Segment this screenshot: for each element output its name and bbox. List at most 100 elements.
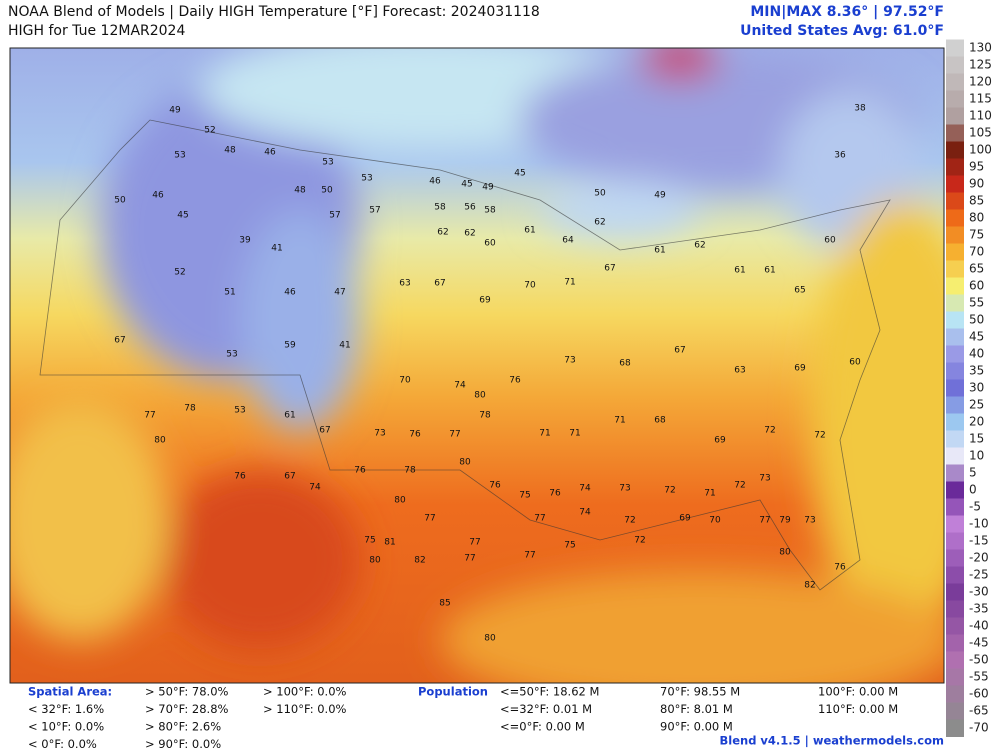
colorbar-swatch [946,481,964,499]
station-value: 70 [524,281,536,291]
station-value: 79 [779,516,791,526]
spatial-stat: < 0°F: 0.0% [28,737,97,750]
station-value: 50 [321,186,333,196]
colorbar-label: 0 [969,483,977,497]
station-value: 61 [524,226,535,236]
station-value: 77 [464,554,475,564]
population-stat: <=0°F: 0.00 M [500,720,585,734]
stats: Spatial Area: < 32°F: 1.6% < 10°F: 0.0% < 0… [28,685,898,750]
colorbar-label: -30 [969,585,989,599]
station-value: 77 [144,411,155,421]
us-average: United States Avg: 61.0°F [740,23,944,39]
spatial-stat: > 80°F: 2.6% [145,720,221,734]
map-shading [10,48,944,683]
station-value: 48 [294,186,306,196]
station-value: 71 [614,416,625,426]
station-value: 72 [734,481,745,491]
station-value: 46 [152,191,164,201]
colorbar-swatch [946,566,964,584]
station-value: 45 [461,180,472,190]
station-value: 77 [469,538,480,548]
station-value: 63 [734,366,745,376]
station-value: 61 [654,246,665,256]
colorbar-swatch [946,498,964,516]
station-value: 78 [479,411,491,421]
station-value: 65 [794,286,805,296]
colorbar-label: -55 [969,670,989,684]
colorbar-swatch [946,379,964,397]
station-value: 72 [814,431,825,441]
colorbar-label: 95 [969,160,984,174]
spatial-stat: > 100°F: 0.0% [263,685,347,699]
colorbar-label: -50 [969,653,989,667]
colorbar-label: 85 [969,194,984,208]
station-value: 74 [579,508,591,518]
station-value: 46 [284,288,296,298]
station-value: 46 [429,177,441,187]
station-value: 73 [804,516,815,526]
station-value: 53 [226,350,237,360]
colorbar-swatch [946,702,964,720]
map-frame [9,47,945,684]
station-value: 67 [434,279,445,289]
map: 49 52 53 48 46 53 48 50 53 46 45 49 45 50 49 38 36 50 46 45… [10,48,944,683]
colorbar-swatch [946,617,964,635]
station-value: 80 [394,496,406,506]
colorbar-swatch [946,107,964,125]
station-value: 67 [114,336,125,346]
station-value: 77 [534,514,545,524]
colorbar-label: 75 [969,228,984,242]
spatial-title: Spatial Area: [28,685,112,699]
station-value: 76 [354,466,366,476]
station-value: 77 [424,514,435,524]
population-stat: <=32°F: 0.01 M [500,702,592,716]
colorbar-swatch [946,260,964,278]
station-value: 80 [154,436,166,446]
colorbar-swatch [946,209,964,227]
station-value: 50 [114,196,126,206]
station-value: 57 [369,206,380,216]
colorbar-label: 25 [969,398,984,412]
station-value: 80 [369,556,381,566]
colorbar-label: 55 [969,296,984,310]
station-value: 69 [794,364,806,374]
colorbar-swatch [946,39,964,57]
station-value: 58 [434,203,446,213]
station-value: 73 [374,429,385,439]
colorbar-swatch [946,515,964,533]
colorbar-label: 50 [969,313,984,327]
station-value: 41 [271,244,282,254]
station-value: 72 [634,536,645,546]
colorbar-swatch [946,583,964,601]
station-value: 67 [604,264,615,274]
station-value: 70 [709,516,721,526]
station-value: 61 [734,266,745,276]
station-value: 70 [399,376,411,386]
station-value: 80 [459,458,471,468]
station-value: 80 [484,634,496,644]
station-value: 62 [464,229,475,239]
station-value: 47 [334,288,345,298]
station-value: 67 [284,472,295,482]
station-value: 56 [464,203,476,213]
population-stat: 80°F: 8.01 M [660,702,733,716]
station-value: 75 [564,541,575,551]
colorbar-label: 130 [969,41,992,55]
colorbar-label: -25 [969,568,989,582]
colorbar-swatch [946,311,964,329]
colorbar-swatch [946,243,964,261]
station-value: 76 [549,489,561,499]
station-value: 68 [654,416,666,426]
colorbar-swatch [946,226,964,244]
station-value: 57 [329,211,340,221]
spatial-stat: > 90°F: 0.0% [145,737,221,750]
station-value: 60 [849,358,861,368]
colorbar: 1301251201151101051009590858075706560555… [946,39,992,737]
station-value: 69 [714,436,726,446]
colorbar-swatch [946,362,964,380]
colorbar-swatch [946,175,964,193]
colorbar-swatch [946,158,964,176]
colorbar-swatch [946,73,964,91]
station-value: 77 [759,516,770,526]
station-value: 45 [177,211,188,221]
